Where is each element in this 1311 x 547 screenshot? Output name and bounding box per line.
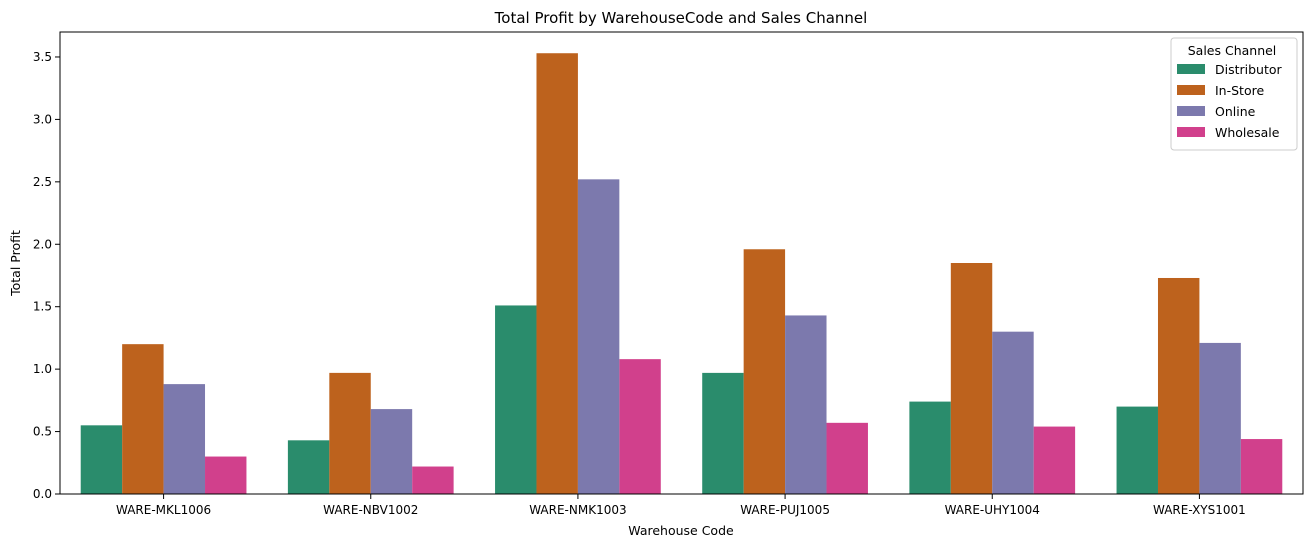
legend-label: In-Store [1215, 83, 1264, 98]
bar-online-ware-nmk1003 [577, 179, 620, 494]
bar-distributor-ware-puj1005 [702, 372, 744, 494]
y-tick-label: 2.5 [33, 175, 52, 189]
legend-swatch [1177, 106, 1205, 116]
y-tick-label: 1.0 [33, 362, 52, 376]
bar-online-ware-uhy1004 [992, 331, 1034, 494]
x-tick-label: WARE-MKL1006 [116, 503, 211, 517]
bar-in-store-ware-uhy1004 [950, 263, 993, 494]
bar-in-store-ware-xys1001 [1157, 277, 1200, 494]
y-tick-label: 1.5 [33, 300, 52, 314]
bar-wholesale-ware-mkl1006 [205, 456, 247, 494]
y-tick-label: 0.5 [33, 425, 52, 439]
x-axis: WARE-MKL1006 WARE-NBV1002 WARE-NMK1003 WARE… [116, 494, 1246, 517]
bar-distributor-ware-nbv1002 [287, 440, 330, 494]
bar-online-ware-nbv1002 [370, 409, 413, 494]
bar-distributor-ware-mkl1006 [80, 425, 123, 494]
y-tick-label: 0.0 [33, 487, 52, 501]
legend-title: Sales Channel [1188, 43, 1277, 58]
y-axis: 0.0 0.5 1.0 1.5 2.0 2.5 3.0 3.5 [33, 50, 60, 501]
legend-swatch [1177, 85, 1205, 95]
x-axis-label: Warehouse Code [628, 523, 734, 538]
chart-title: Total Profit by WarehouseCode and Sales … [494, 9, 868, 27]
x-tick-label: WARE-NMK1003 [529, 503, 626, 517]
legend-swatch [1177, 64, 1205, 74]
bar-wholesale-ware-nbv1002 [412, 466, 454, 494]
bar-in-store-ware-mkl1006 [122, 344, 164, 494]
y-tick-label: 3.5 [33, 50, 52, 64]
x-tick-label: WARE-PUJ1005 [740, 503, 830, 517]
bar-distributor-ware-uhy1004 [909, 401, 951, 494]
legend-label: Online [1215, 104, 1256, 119]
y-axis-label: Total Profit [8, 230, 23, 297]
x-tick-label: WARE-XYS1001 [1153, 503, 1246, 517]
bar-in-store-ware-nmk1003 [536, 53, 578, 495]
bar-distributor-ware-xys1001 [1116, 406, 1158, 494]
legend-items: Distributor In-Store Online Wholesale [1177, 62, 1283, 140]
bar-wholesale-ware-puj1005 [826, 422, 868, 494]
y-tick-label: 3.0 [33, 112, 52, 126]
bar-wholesale-ware-xys1001 [1240, 439, 1283, 494]
bar-wholesale-ware-nmk1003 [619, 359, 661, 494]
plot-frame [59, 31, 1304, 495]
bar-online-ware-xys1001 [1199, 342, 1241, 494]
x-tick-label: WARE-NBV1002 [323, 503, 418, 517]
bar-distributor-ware-nmk1003 [495, 305, 537, 494]
legend-label: Distributor [1215, 62, 1283, 77]
bar-in-store-ware-nbv1002 [329, 372, 371, 494]
y-tick-label: 2.0 [33, 237, 52, 251]
bar-wholesale-ware-uhy1004 [1033, 426, 1076, 494]
bars-layer [80, 53, 1283, 495]
legend: Sales Channel Distributor In-Store Online W… [1170, 37, 1298, 151]
legend-label: Wholesale [1215, 125, 1280, 140]
legend-swatch [1177, 127, 1205, 137]
x-tick-label: WARE-UHY1004 [945, 503, 1040, 517]
bar-online-ware-puj1005 [785, 315, 827, 494]
bar-online-ware-mkl1006 [163, 384, 206, 494]
bar-in-store-ware-puj1005 [743, 249, 786, 494]
